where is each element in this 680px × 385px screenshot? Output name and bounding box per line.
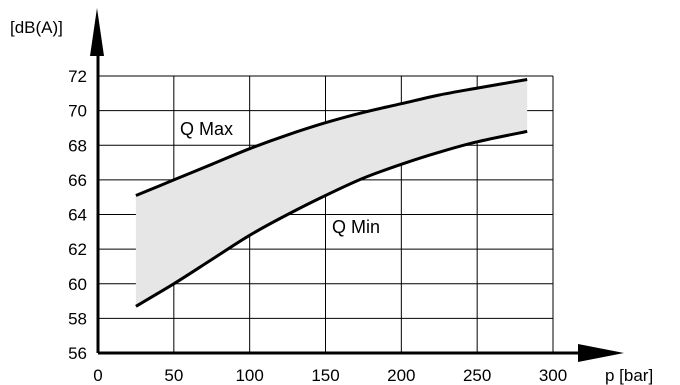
y-axis-arrow <box>90 8 104 56</box>
y-tick-label-58: 58 <box>68 309 87 328</box>
x-tick-label-150: 150 <box>311 366 339 385</box>
y-tick-label-72: 72 <box>68 67 87 86</box>
x-tick-label-250: 250 <box>463 366 491 385</box>
y-axis-label: [dB(A)] <box>10 18 63 37</box>
y-tick-label-66: 66 <box>68 171 87 190</box>
y-tick-label-62: 62 <box>68 240 87 259</box>
y-tick-label-70: 70 <box>68 102 87 121</box>
y-tick-label-68: 68 <box>68 136 87 155</box>
q-min-label: Q Min <box>332 217 380 237</box>
noise-band-area <box>135 79 528 307</box>
x-axis-label: p [bar] <box>605 366 653 385</box>
y-tick-label-60: 60 <box>68 275 87 294</box>
axes <box>96 36 590 355</box>
x-tick-label-100: 100 <box>235 366 263 385</box>
x-tick-label-0: 0 <box>93 366 102 385</box>
y-tick-label-64: 64 <box>68 206 87 225</box>
y-tick-label-56: 56 <box>68 344 87 363</box>
x-tick-label-200: 200 <box>387 366 415 385</box>
q-min-curve <box>135 129 528 308</box>
q-max-curve <box>135 78 528 197</box>
tick-labels: 0 50 100 150 200 250 300 56 58 60 62 64 66 68 70 72 <box>68 67 567 385</box>
x-tick-label-50: 50 <box>164 366 183 385</box>
q-max-label: Q Max <box>180 119 233 139</box>
x-tick-label-300: 300 <box>539 366 567 385</box>
x-axis-arrow <box>578 344 624 362</box>
